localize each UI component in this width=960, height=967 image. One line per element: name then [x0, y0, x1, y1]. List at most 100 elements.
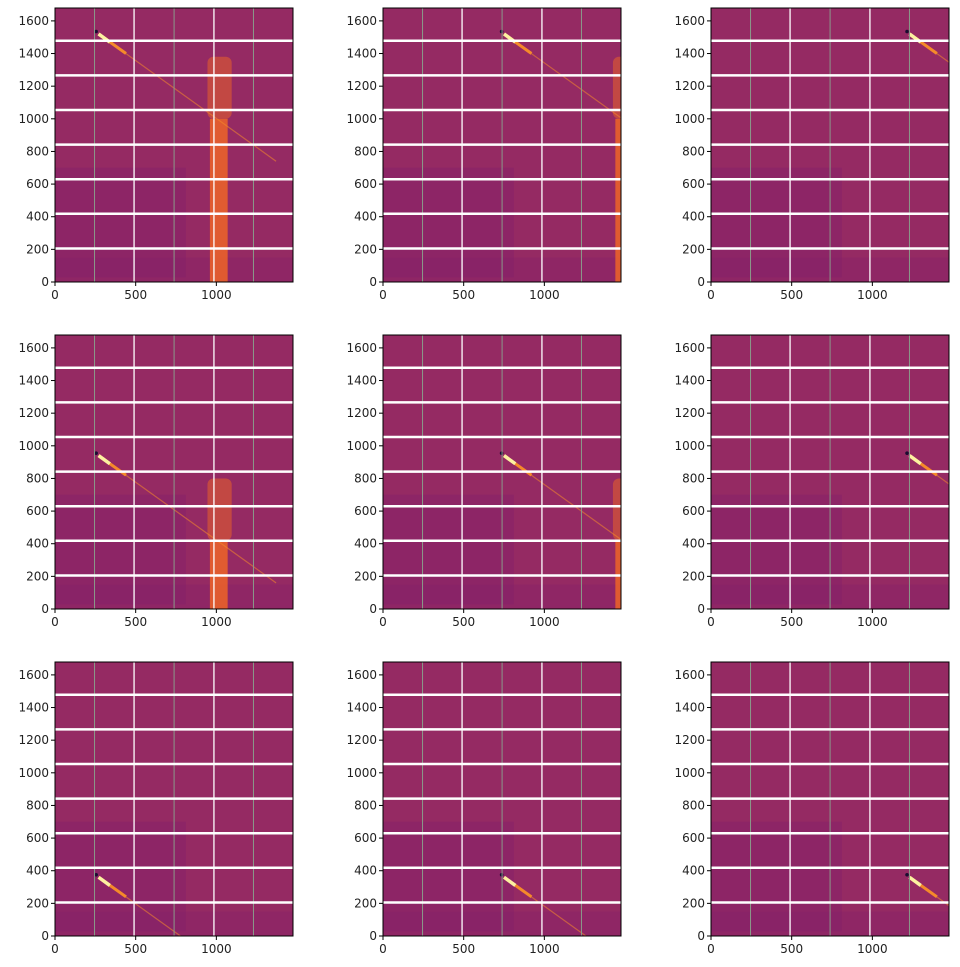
x-tick-label: 500	[124, 288, 147, 302]
x-tick-label: 1000	[857, 615, 888, 629]
beamstop-head	[207, 478, 232, 541]
y-tick-label: 0	[697, 275, 705, 289]
dark-region	[55, 494, 186, 605]
streak	[98, 876, 182, 936]
y-tick-label: 400	[354, 864, 377, 878]
streak	[909, 455, 949, 485]
y-tick-label: 1000	[18, 112, 49, 126]
y-tick-label: 600	[354, 504, 377, 518]
y-tick-label: 600	[26, 504, 49, 518]
direct-beam	[908, 875, 922, 887]
dark-region	[55, 167, 186, 278]
y-tick-label: 600	[26, 177, 49, 191]
x-tick-label: 0	[379, 615, 387, 629]
x-tick-label: 500	[124, 615, 147, 629]
x-tick-label: 1000	[857, 942, 888, 956]
y-tick-label: 600	[354, 177, 377, 191]
y-tick-label: 800	[26, 144, 49, 158]
y-tick-label: 400	[682, 537, 705, 551]
y-tick-label: 1000	[346, 112, 377, 126]
x-tick-label: 500	[452, 288, 475, 302]
axes-frame	[710, 7, 950, 283]
x-tick-label: 0	[51, 942, 59, 956]
y-tick-label: 1200	[346, 406, 377, 420]
subplot-2: 0 500 1000 0 200 400 600 800 1000 1200 1400 1600	[346, 7, 622, 302]
y-tick-label: 600	[26, 831, 49, 845]
y-tick-label: 800	[26, 471, 49, 485]
x-tick-label: 1000	[201, 288, 232, 302]
beam-dark-spot	[905, 873, 909, 877]
dark-region	[383, 167, 514, 278]
y-tick-label: 600	[682, 177, 705, 191]
y-tick-label: 1000	[18, 439, 49, 453]
y-tick-label: 200	[682, 242, 705, 256]
x-tick-label: 0	[379, 942, 387, 956]
y-tick-label: 1400	[18, 374, 49, 388]
streak	[503, 33, 621, 119]
axes-frame	[382, 661, 622, 937]
dark-region	[55, 821, 186, 932]
y-tick-label: 1400	[18, 701, 49, 715]
x-tick-label: 1000	[529, 615, 560, 629]
beam-dark-spot	[94, 29, 98, 34]
x-tick-label: 1000	[529, 288, 560, 302]
y-tick-label: 400	[682, 210, 705, 224]
dark-region	[383, 494, 514, 605]
y-tick-label: 800	[354, 798, 377, 812]
y-tick-label: 1200	[674, 733, 705, 747]
beamstop-head	[612, 56, 621, 119]
beam-dark-spot	[94, 451, 98, 455]
dark-region	[711, 167, 842, 278]
streak	[503, 876, 587, 936]
y-tick-label: 0	[697, 602, 705, 616]
x-tick-label: 0	[707, 942, 715, 956]
x-tick-label: 0	[379, 288, 387, 302]
y-tick-label: 1200	[346, 79, 377, 93]
dark-region	[711, 494, 842, 605]
y-tick-label: 1400	[346, 47, 377, 61]
y-tick-label: 1000	[674, 766, 705, 780]
subplot-7: 0 500 1000 0 200 400 600 800 1000 1200 1400 1600	[18, 661, 294, 956]
x-tick-label: 1000	[201, 942, 232, 956]
y-tick-label: 800	[682, 144, 705, 158]
axes-frame	[54, 334, 294, 610]
x-tick-label: 500	[124, 942, 147, 956]
y-tick-label: 0	[369, 602, 377, 616]
y-tick-label: 800	[682, 471, 705, 485]
x-tick-label: 0	[51, 615, 59, 629]
y-tick-label: 200	[26, 569, 49, 583]
y-tick-label: 1000	[674, 439, 705, 453]
y-tick-label: 1400	[346, 701, 377, 715]
x-tick-label: 0	[707, 288, 715, 302]
y-tick-label: 1600	[346, 668, 377, 682]
axes-frame	[382, 7, 622, 283]
dark-region	[711, 821, 842, 932]
y-tick-label: 0	[369, 275, 377, 289]
y-tick-label: 0	[41, 929, 49, 943]
y-tick-label: 800	[354, 471, 377, 485]
y-tick-label: 800	[26, 798, 49, 812]
y-tick-label: 1600	[18, 668, 49, 682]
streak	[98, 33, 277, 162]
x-tick-label: 0	[707, 615, 715, 629]
y-tick-label: 600	[354, 831, 377, 845]
beamstop-head	[612, 478, 621, 541]
y-tick-label: 800	[354, 144, 377, 158]
detector-image	[383, 662, 621, 936]
detector-image	[55, 335, 293, 609]
y-tick-label: 1000	[18, 766, 49, 780]
direct-beam	[97, 875, 111, 887]
detector-image	[383, 8, 621, 282]
beam-dark-spot	[905, 451, 909, 455]
subplot-1: 0 500 1000 0 200 400 600 800 1000 1200 1400 1600	[18, 7, 294, 302]
beam-dark-spot	[94, 873, 98, 877]
y-tick-label: 1200	[18, 406, 49, 420]
beam-dark-spot	[905, 29, 909, 34]
subplot-9: 0 500 1000 0 200 400 600 800 1000 1200 1400 1600	[674, 661, 950, 956]
y-tick-label: 1000	[346, 766, 377, 780]
streak	[98, 455, 277, 584]
y-tick-label: 400	[26, 537, 49, 551]
y-tick-label: 1200	[18, 79, 49, 93]
y-tick-label: 1400	[674, 374, 705, 388]
direct-beam	[502, 454, 517, 466]
